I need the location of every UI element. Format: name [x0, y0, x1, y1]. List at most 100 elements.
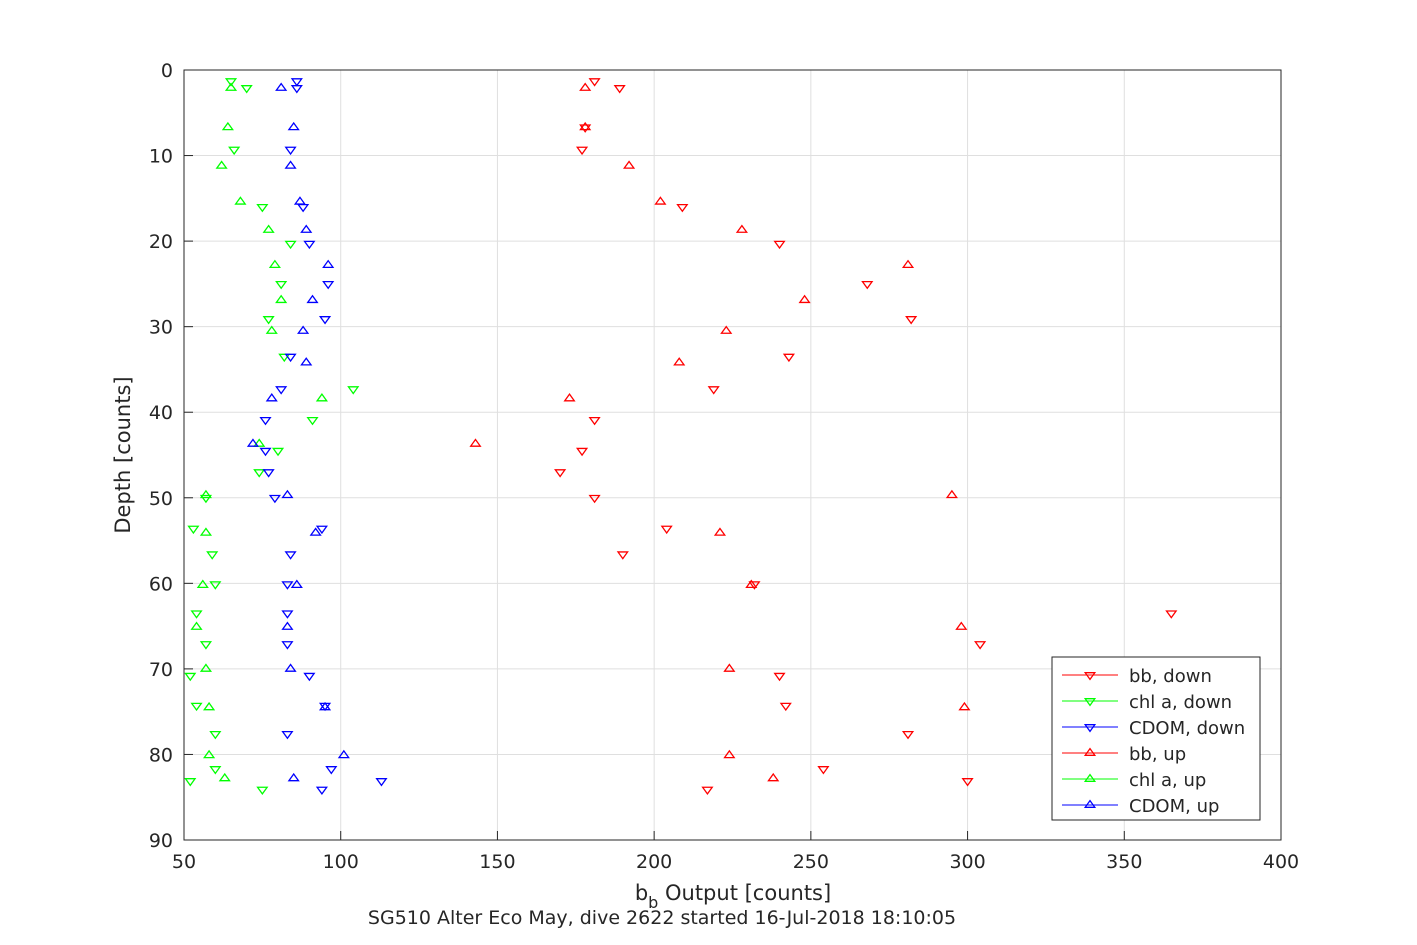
marker-cdom-down	[325, 766, 338, 775]
marker-bb-up	[945, 489, 958, 499]
marker-bb-up	[955, 621, 968, 630]
marker-cdom-down	[281, 610, 294, 619]
legend-marker-bb-down	[1083, 672, 1097, 681]
marker-chl-a-up	[203, 701, 216, 711]
marker-chl-a-up	[221, 121, 234, 131]
legend-entries: bb, down chl a, down CDOM, down bb, up chl a…	[1062, 666, 1245, 817]
marker-chl-a-down	[184, 778, 197, 787]
marker-cdom-down	[281, 581, 294, 590]
y-tick-label: 0	[161, 60, 173, 82]
marker-chl-a-up	[203, 749, 216, 759]
marker-bb-down	[660, 525, 673, 535]
marker-bb-down	[961, 778, 974, 787]
x-axis-label-rest: Output [counts]	[658, 881, 831, 905]
y-tick-label: 40	[149, 402, 173, 424]
x-tick-label: 250	[793, 851, 829, 873]
marker-bb-down	[613, 85, 626, 94]
marker-bb-up	[579, 121, 592, 131]
marker-chl-a-down	[228, 146, 241, 156]
y-tick-label: 80	[149, 744, 173, 766]
marker-bb-down	[905, 316, 918, 325]
marker-chl-a-down	[347, 386, 360, 395]
marker-chl-a-up	[224, 82, 238, 91]
marker-chl-a-down	[184, 672, 197, 682]
marker-chl-a-down	[209, 730, 222, 740]
legend-marker-chl-a-up	[1083, 773, 1097, 782]
marker-chl-a-up	[265, 325, 278, 334]
marker-cdom-up	[246, 438, 260, 447]
marker-bb-up	[767, 772, 780, 782]
marker-bb-down	[554, 469, 567, 478]
marker-chl-a-down	[278, 353, 291, 363]
marker-chl-a-up	[315, 393, 328, 402]
marker-bb-up	[654, 196, 667, 205]
marker-cdom-up	[309, 527, 322, 536]
marker-bb-down	[901, 730, 915, 740]
marker-chl-a-down	[253, 469, 266, 478]
marker-cdom-up	[287, 121, 300, 131]
legend-label-cdom-up: CDOM, up	[1129, 796, 1219, 817]
x-tick-label: 200	[636, 851, 672, 873]
marker-cdom-up	[265, 393, 278, 402]
legend-marker-bb-up	[1083, 747, 1097, 756]
legend-marker-chl-a-down	[1083, 698, 1097, 707]
y-tick-label: 20	[149, 231, 173, 253]
dive-subtitle: SG510 Alter Eco May, dive 2622 started 1…	[368, 907, 956, 929]
marker-cdom-down	[322, 280, 335, 290]
marker-chl-a-down	[306, 416, 319, 426]
marker-cdom-up	[290, 579, 303, 588]
marker-chl-a-up	[268, 259, 281, 269]
marker-bb-down	[701, 786, 714, 796]
legend-label-bb-up: bb, up	[1129, 744, 1186, 765]
marker-chl-a-up	[218, 772, 231, 782]
marker-bb-up	[673, 357, 686, 366]
marker-chl-a-down	[240, 85, 253, 94]
legend-label-chl-a-down: chl a, down	[1129, 692, 1232, 713]
x-axis-label-subscript: b	[648, 893, 658, 912]
marker-chl-a-down	[209, 766, 222, 775]
marker-bb-down	[974, 641, 987, 650]
marker-cdom-down	[375, 778, 388, 787]
marker-chl-a-up	[275, 294, 288, 304]
marker-bb-up	[901, 259, 915, 269]
marker-bb-down	[588, 78, 601, 87]
marker-cdom-down	[303, 672, 316, 682]
marker-bb-up	[798, 294, 811, 304]
marker-chl-a-down	[190, 702, 203, 712]
marker-cdom-up	[281, 489, 294, 499]
marker-bb-down	[707, 386, 720, 395]
marker-bb-down	[861, 280, 874, 290]
marker-bb-up	[745, 579, 758, 588]
x-tick-label: 350	[1106, 851, 1142, 873]
marker-chl-a-down	[209, 581, 222, 590]
marker-bb-down	[588, 494, 601, 504]
marker-bb-down	[575, 447, 589, 457]
marker-chl-a-down	[262, 316, 275, 325]
legend-label-chl-a-up: chl a, up	[1129, 770, 1206, 791]
marker-cdom-down	[262, 469, 275, 478]
marker-bb-up	[723, 663, 736, 672]
marker-bb-down	[575, 146, 589, 156]
y-tick-label: 30	[149, 317, 173, 339]
marker-bb-down	[817, 766, 830, 775]
marker-bb-down	[748, 581, 761, 590]
marker-chl-a-down	[275, 280, 288, 290]
x-tick-label: 300	[949, 851, 985, 873]
marker-bb-down	[1165, 610, 1178, 619]
legend-marker-cdom-down	[1083, 724, 1097, 733]
grid-lines	[184, 70, 1281, 840]
marker-chl-a-up	[253, 438, 266, 447]
marker-bb-up	[563, 393, 576, 402]
marker-cdom-up	[300, 357, 313, 366]
marker-chl-a-up	[199, 663, 213, 672]
x-axis-label-main: b	[635, 881, 648, 905]
y-tick-label: 10	[149, 146, 173, 168]
marker-cdom-down	[284, 146, 297, 156]
marker-chl-a-up	[234, 196, 247, 205]
marker-cdom-up	[287, 772, 300, 782]
data-markers	[184, 78, 1178, 796]
marker-cdom-up	[300, 224, 313, 233]
marker-bb-up	[720, 325, 733, 334]
x-axis-label: bb Output [counts]	[635, 881, 831, 912]
